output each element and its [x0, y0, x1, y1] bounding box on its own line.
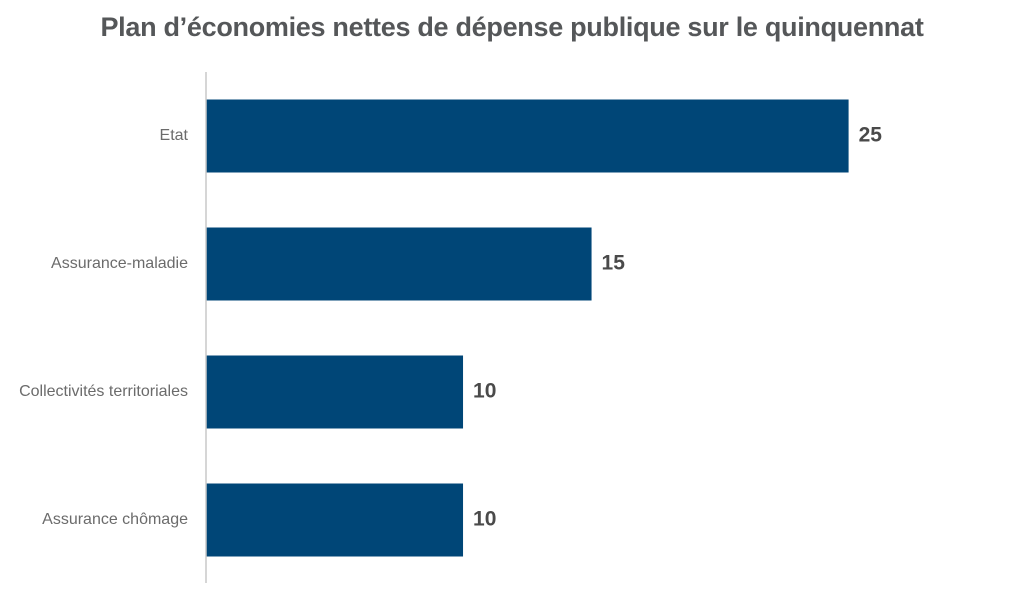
- chart-title: Plan d’économies nettes de dépense publi…: [100, 12, 924, 42]
- category-labels-group: Etat Assurance-maladie Collectivités terri…: [19, 127, 188, 528]
- value-label: 10: [473, 380, 496, 403]
- category-label: Assurance chômage: [42, 511, 188, 528]
- value-label: 15: [602, 252, 626, 275]
- value-labels-group: 25 15 10 10: [473, 124, 882, 531]
- bar: [206, 355, 464, 429]
- bar: [206, 483, 464, 557]
- category-label: Collectivités territoriales: [19, 383, 188, 400]
- value-label: 25: [859, 124, 883, 147]
- category-label: Assurance-maladie: [51, 255, 188, 272]
- bar: [206, 99, 849, 173]
- bar: [206, 227, 592, 301]
- category-label: Etat: [160, 127, 189, 144]
- bars-group: [206, 99, 849, 557]
- value-label: 10: [473, 508, 496, 531]
